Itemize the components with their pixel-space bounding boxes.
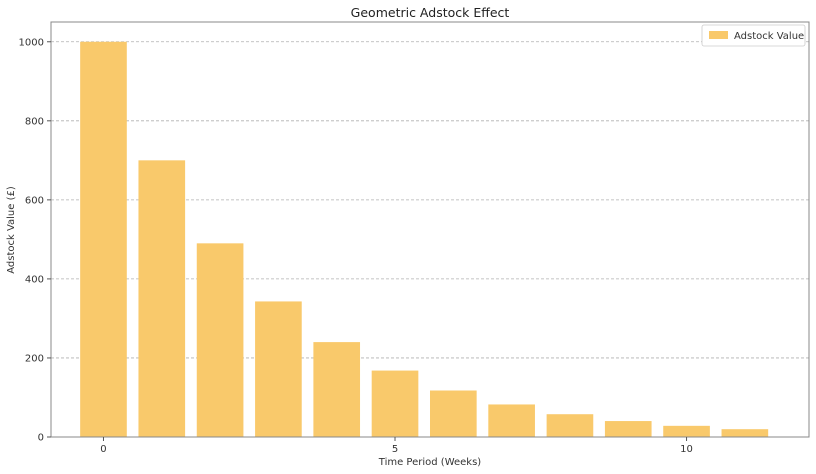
- x-tick-label: 0: [100, 444, 106, 455]
- bar: [430, 390, 477, 437]
- bar: [604, 421, 652, 437]
- x-tick-label: 5: [392, 444, 398, 455]
- bar: [488, 404, 535, 437]
- chart-title: Geometric Adstock Effect: [351, 5, 510, 20]
- bar: [663, 425, 710, 437]
- bar: [371, 370, 419, 437]
- axis-ticks: 0 200 400 600 800 1000 0 5 10: [19, 37, 693, 455]
- y-axis-label: Adstock Value (£): [6, 186, 17, 274]
- legend-swatch: [709, 31, 728, 39]
- y-tick-label: 0: [38, 433, 44, 444]
- legend-box: [701, 24, 806, 47]
- y-tick-label: 800: [25, 116, 44, 127]
- x-tick-label: 10: [680, 444, 693, 455]
- y-tick-label: 600: [25, 195, 44, 206]
- y-tick-label: 200: [25, 353, 44, 364]
- y-tick-label: 1000: [19, 37, 44, 48]
- bar: [138, 160, 186, 438]
- legend-label: Adstock Value: [734, 31, 804, 42]
- bar: [80, 41, 127, 438]
- x-axis-label: Time Period (Weeks): [378, 457, 482, 468]
- plot-frame: [50, 21, 810, 438]
- bar: [546, 414, 594, 437]
- y-tick-label: 400: [25, 274, 44, 285]
- bars: [80, 41, 769, 438]
- bar: [196, 243, 244, 437]
- bar: [313, 342, 361, 437]
- bar: [721, 429, 769, 437]
- bar: [255, 301, 302, 437]
- legend: Adstock Value: [701, 24, 806, 47]
